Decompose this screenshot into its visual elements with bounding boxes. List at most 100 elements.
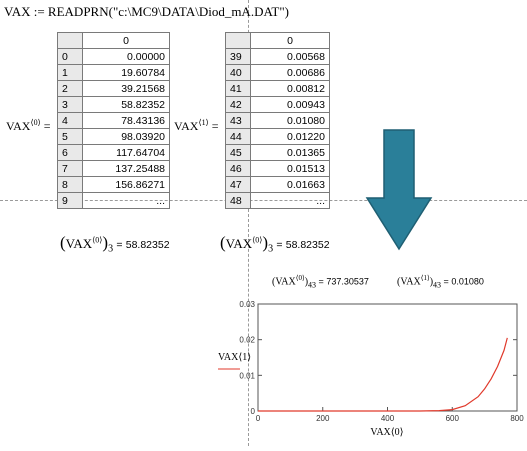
matrix-right[interactable]: 0 39 0.00568 40 0.00686 41 0.00812 42 0.00943 43… xyxy=(225,32,330,209)
row-index: 47 xyxy=(225,176,251,193)
matrix-left-sup: ⟨0⟩ xyxy=(30,118,41,127)
expr-result: 58.82352 xyxy=(125,239,170,251)
y-axis-label: VAX⟨1⟩ xyxy=(218,352,251,363)
series-line xyxy=(258,337,508,412)
readprn-equation[interactable]: VAX := READPRN("c:\MC9\DATA\Diod_mA.DAT"… xyxy=(4,4,289,19)
matrix-right-label: VAX⟨1⟩ = xyxy=(174,118,218,134)
expr-sub: 3 xyxy=(268,243,274,255)
vertical-guide-line xyxy=(248,0,249,446)
row-index: 1 xyxy=(57,64,83,81)
expr-equals: = xyxy=(116,239,123,251)
cell-value[interactable]: 0.01220 xyxy=(250,128,330,145)
matrix-left[interactable]: 0 0 0.00000 1 19.60784 2 39.21568 3 58.82352 4 78… xyxy=(57,32,170,209)
row-index: 40 xyxy=(225,64,251,81)
matrix-left-label: VAX⟨0⟩ = xyxy=(6,118,50,134)
cell-value[interactable]: 58.82352 xyxy=(82,96,170,113)
expr-sup: ⟨0⟩ xyxy=(295,274,305,282)
expr-sub: 43 xyxy=(433,280,442,290)
matrix-right-table: 0 39 0.00568 40 0.00686 41 0.00812 42 0.00943 43… xyxy=(225,32,330,209)
expr-sub: 3 xyxy=(108,243,114,255)
cell-value[interactable]: 0.01663 xyxy=(250,176,330,193)
expr-var: VAX xyxy=(275,276,296,288)
expr-var: VAX xyxy=(65,236,93,251)
row-index: 44 xyxy=(225,128,251,145)
y-tick-label: 0 xyxy=(251,407,256,416)
expr-result: 0.01080 xyxy=(451,276,484,287)
cell-value[interactable]: 78.43136 xyxy=(82,112,170,129)
table-row: 44 0.01220 xyxy=(225,128,330,145)
cell-value[interactable]: 0.01080 xyxy=(250,112,330,129)
cell-value[interactable]: 117.64704 xyxy=(82,144,170,161)
matrix-right-var: VAX xyxy=(174,119,199,133)
table-row: 6 117.64704 xyxy=(57,144,170,161)
cell-value[interactable]: 0.01365 xyxy=(250,144,330,161)
table-row: 41 0.00812 xyxy=(225,80,330,97)
subscript-expr-left[interactable]: (VAX⟨0⟩)3 = 58.82352 xyxy=(60,233,170,255)
expr-equals: = xyxy=(276,239,283,251)
expr-sub: 43 xyxy=(308,280,317,290)
cell-value[interactable]: 0.00943 xyxy=(250,96,330,113)
table-row: 8 156.86271 xyxy=(57,176,170,193)
down-arrow-shape xyxy=(365,129,433,251)
subscript-expr-43-col0[interactable]: (VAX⟨0⟩)43 = 737.30537 xyxy=(272,274,369,290)
expr-equals: = xyxy=(443,276,449,287)
expr-sup: ⟨1⟩ xyxy=(420,274,430,282)
matrix-left-table: 0 0 0.00000 1 19.60784 2 39.21568 3 58.82352 4 78… xyxy=(57,32,170,209)
y-tick-label: 0.02 xyxy=(239,336,255,345)
row-index: 7 xyxy=(57,160,83,177)
row-index: 9 xyxy=(57,192,83,209)
x-axis-label: VAX⟨0⟩ xyxy=(370,427,403,438)
row-index: 42 xyxy=(225,96,251,113)
table-row: 48... xyxy=(225,192,330,209)
cell-value[interactable]: 39.21568 xyxy=(82,80,170,97)
table-row: 4 78.43136 xyxy=(57,112,170,129)
y-tick-label: 0.01 xyxy=(239,371,255,380)
row-index: 8 xyxy=(57,176,83,193)
down-arrow-icon xyxy=(365,129,433,251)
table-row: 5 98.03920 xyxy=(57,128,170,145)
matrix-left-var: VAX xyxy=(6,119,31,133)
cell-value[interactable]: 0.01513 xyxy=(250,160,330,177)
table-row: 7 137.25488 xyxy=(57,160,170,177)
x-tick-label: 600 xyxy=(446,414,460,423)
table-row: 0 0.00000 xyxy=(57,48,170,65)
x-tick-label: 200 xyxy=(316,414,330,423)
row-index: 43 xyxy=(225,112,251,129)
cell-value[interactable]: 0.00568 xyxy=(250,48,330,65)
x-tick-label: 800 xyxy=(510,414,524,423)
matrix-column-header: 0 xyxy=(250,32,330,49)
subscript-expr-43-col1[interactable]: (VAX⟨1⟩)43 = 0.01080 xyxy=(397,274,484,290)
cell-value[interactable]: 19.60784 xyxy=(82,64,170,81)
cell-value[interactable]: ... xyxy=(82,192,170,209)
row-index: 41 xyxy=(225,80,251,97)
row-index: 3 xyxy=(57,96,83,113)
expr-result: 58.82352 xyxy=(285,239,330,251)
x-tick-label: 400 xyxy=(381,414,395,423)
row-index: 45 xyxy=(225,144,251,161)
plot-region[interactable]: 0 0.01 0.02 0.03 0 200 400 600 800 VAX⟨1⟩ VAX⟨0⟩ xyxy=(205,298,527,446)
table-row: 1 19.60784 xyxy=(57,64,170,81)
cell-value[interactable]: 156.86271 xyxy=(82,176,170,193)
expr-sup: ⟨0⟩ xyxy=(92,235,103,245)
table-row: 43 0.01080 xyxy=(225,112,330,129)
cell-value[interactable]: 98.03920 xyxy=(82,128,170,145)
row-index: 48 xyxy=(225,192,251,209)
cell-value[interactable]: 0.00686 xyxy=(250,64,330,81)
cell-value[interactable]: ... xyxy=(250,192,330,209)
x-tick-label: 0 xyxy=(256,414,261,423)
table-row: 2 39.21568 xyxy=(57,80,170,97)
matrix-right-sup: ⟨1⟩ xyxy=(198,118,209,127)
cell-value[interactable]: 137.25488 xyxy=(82,160,170,177)
expr-var: VAX xyxy=(225,236,253,251)
cell-value[interactable]: 0.00000 xyxy=(82,48,170,65)
y-tick-label: 0.03 xyxy=(239,300,255,309)
plot-frame xyxy=(257,303,518,412)
table-row: 3 58.82352 xyxy=(57,96,170,113)
expr-var: VAX xyxy=(400,276,421,288)
row-index: 0 xyxy=(57,48,83,65)
cell-value[interactable]: 0.00812 xyxy=(250,80,330,97)
expr-sup: ⟨0⟩ xyxy=(252,235,263,245)
row-index: 2 xyxy=(57,80,83,97)
row-index: 46 xyxy=(225,160,251,177)
subscript-expr-right[interactable]: (VAX⟨0⟩)3 = 58.82352 xyxy=(220,233,330,255)
